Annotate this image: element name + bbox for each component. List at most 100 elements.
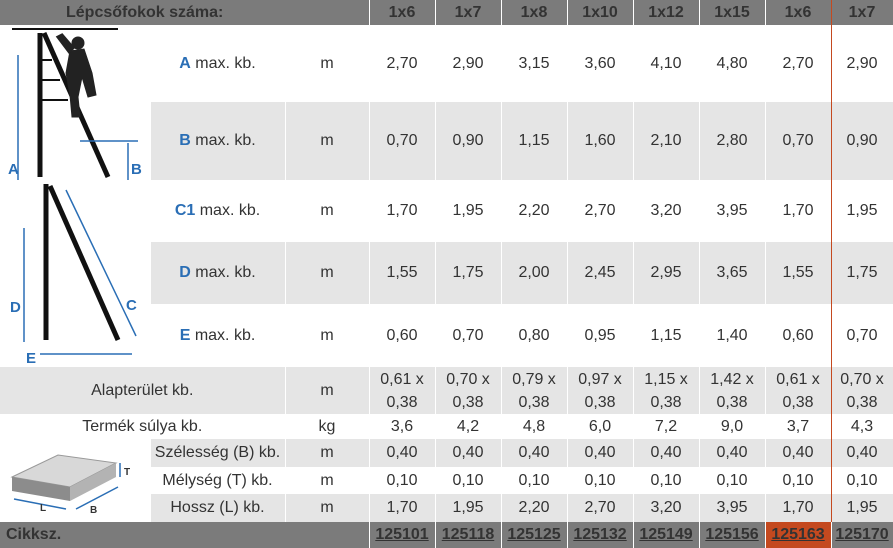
value-cell: 3,15 [501,25,568,102]
value-cell: 0,40 [633,439,700,467]
footer-label: Cikksz. [0,522,370,548]
footprint-line1: 0,79 x [512,370,556,388]
header-col: 1x6 [764,0,832,25]
value-cell: 1,15 [501,102,568,180]
header-title: Lépcsőfokok száma: [0,0,370,25]
package-label: Szélesség (B) kb. [150,439,286,467]
diagram-letter-a: A [8,161,19,178]
footprint-line1: 0,70 x [840,370,884,388]
product-code-link[interactable]: 125163 [765,522,832,548]
dimension-letter: B [179,132,191,149]
footprint-line1: 0,61 x [776,370,820,388]
value-cell: 4,2 [435,414,502,439]
value-cell: 7,2 [633,414,700,439]
footprint-line2: 0,38 [452,393,484,411]
footprint-line1: 0,61 x [380,370,424,388]
value-cell: 0,40 [435,439,502,467]
footprint-line2: 0,38 [716,393,748,411]
value-cell: 1,15 [633,304,700,367]
value-cell: 2,45 [567,242,634,304]
dimension-text: max. kb. [195,132,256,149]
value-cell: 1,70 [764,180,832,242]
value-cell: 0,95 [567,304,634,367]
ladder-diagram-bottom: D C E [0,180,151,367]
dimension-label: B max. kb. [150,102,286,180]
unit-cell: m [285,467,370,494]
unit-cell: m [285,102,370,180]
value-cell: 3,95 [699,494,766,522]
product-code-link[interactable]: 125125 [501,522,568,548]
dimension-text: max. kb. [195,54,256,72]
value-cell: 0,10 [764,467,832,494]
header-col: 1x10 [567,0,634,25]
ladder-diagram-top: A B [0,25,151,180]
dimension-letter: E [179,326,191,344]
footprint-line2: 0,38 [650,393,682,411]
value-cell: 2,90 [435,25,502,102]
package-label: Mélység (T) kb. [150,467,286,494]
ladder-standing-figure: A B [8,28,142,180]
unit-cell: m [285,304,370,367]
value-cell: 1,40 [699,304,766,367]
value-cell: 0,80 [501,304,568,367]
unit-cell: m [285,25,370,102]
box-icon: T L B [10,454,130,516]
value-cell: 1,95 [435,180,502,242]
package-diagram: T L B [0,439,151,522]
dimension-text: max. kb. [195,264,256,281]
dimension-letter: D [179,264,191,281]
value-cell: 4,3 [831,414,893,439]
dimension-letter: C1 [174,202,196,219]
value-cell: 0,60 [764,304,832,367]
value-cell: 1,60 [567,102,634,180]
footprint-line2: 0,38 [386,393,418,411]
header-col: 1x6 [369,0,436,25]
product-code-link[interactable]: 125132 [567,522,634,548]
value-cell: 4,10 [633,25,700,102]
package-row: T L B Szélesség (B) kb. m 0,40 0,40 0,40 0,40… [0,439,893,522]
diagram-letter-c: C [126,297,137,314]
value-cell: 3,20 [633,494,700,522]
value-cell: 6,0 [567,414,634,439]
value-cell: 1,55 [369,242,436,304]
footprint-line2: 0,38 [518,393,550,411]
value-cell: 0,90 [831,102,893,180]
value-cell: 1,70 [369,180,436,242]
diagram-letter-pb: B [90,505,97,516]
value-cell: 2,10 [633,102,700,180]
footprint-cell: 0,70 x 0,38 [435,367,502,414]
footprint-line1: 0,97 x [578,370,622,388]
product-code-link[interactable]: 125118 [435,522,502,548]
product-code-link[interactable]: 125156 [699,522,766,548]
value-cell: 0,70 [435,304,502,367]
dimension-label: E max. kb. [150,304,286,367]
value-cell: 0,60 [369,304,436,367]
value-cell: 0,40 [831,439,893,467]
footprint-cell: 1,42 x 0,38 [699,367,766,414]
product-code-link[interactable]: 125149 [633,522,700,548]
product-code-link[interactable]: 125170 [831,522,893,548]
value-cell: 9,0 [699,414,766,439]
value-cell: 0,70 [764,102,832,180]
footprint-line1: 1,15 x [644,370,688,388]
dimension-row: D C E C1 max. kb. m 1,70 1,95 2,20 2,70 3,20 3,… [0,180,893,367]
value-cell: 3,6 [369,414,436,439]
footprint-cell: 0,61 x 0,38 [369,367,436,414]
footprint-label: Alapterület kb. [0,367,286,414]
dimension-row: A B A max. kb. m 2,70 2,90 3,15 3,60 4,10 4,80 2… [0,25,893,180]
product-code-link[interactable]: 125101 [369,522,436,548]
value-cell: 1,75 [435,242,502,304]
value-cell: 3,60 [567,25,634,102]
footprint-cell: 0,61 x 0,38 [764,367,832,414]
header-col: 1x12 [633,0,700,25]
header-row: Lépcsőfokok száma: 1x6 1x7 1x8 1x10 1x12… [0,0,893,25]
unit-cell: kg [285,414,370,439]
value-cell: 0,40 [501,439,568,467]
dimension-label: C1 max. kb. [150,180,286,242]
unit-cell: m [285,494,370,522]
value-cell: 1,70 [369,494,436,522]
diagram-letter-b: B [131,161,142,178]
value-cell: 0,40 [369,439,436,467]
diagram-letter-t: T [124,467,130,478]
